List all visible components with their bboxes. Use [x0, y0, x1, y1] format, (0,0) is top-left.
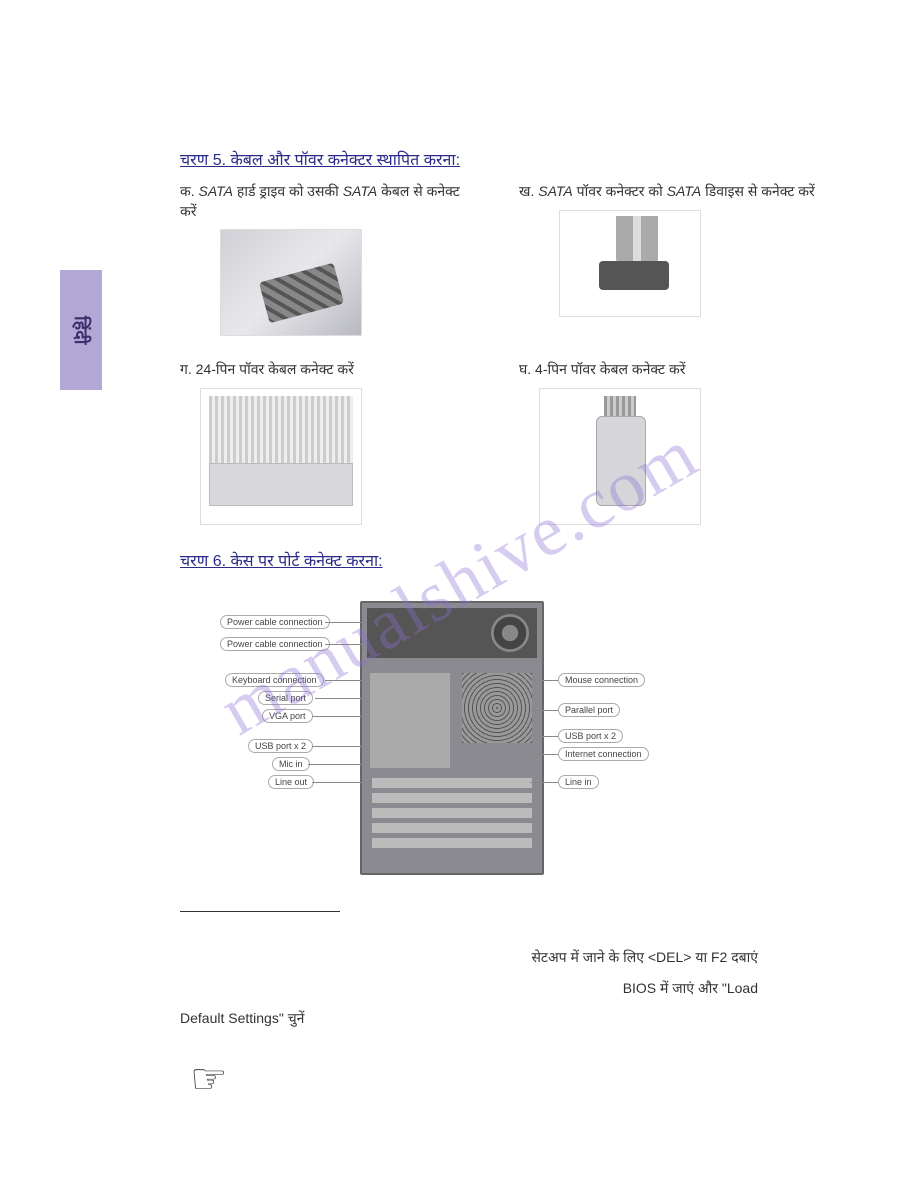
step5-heading: चरण 5. केबल और पॉवर कनेक्टर स्थापित करना…	[180, 148, 818, 170]
chassis-label-left-2: Keyboard connection	[225, 673, 324, 687]
step5b-italic2: SATA	[667, 183, 702, 199]
step5-row2: ग. 24-पिन पॉवर केबल कनेक्ट करें घ. 4-पिन…	[180, 360, 818, 539]
step5b-mid: पॉवर कनेक्टर को	[573, 183, 667, 199]
language-side-tab: हिंदी	[60, 270, 102, 390]
chassis-label-left-6: Mic in	[272, 757, 310, 771]
bottom-line2b: Default Settings" चुनें	[180, 1003, 818, 1034]
chassis-label-left-0: Power cable connection	[220, 615, 330, 629]
chassis-label-left-1: Power cable connection	[220, 637, 330, 651]
step5a-caption: क. SATA हार्ड ड्राइव को उसकी SATA केबल स…	[180, 182, 479, 221]
step5a-mid: हार्ड ड्राइव को उसकी	[233, 183, 343, 199]
chassis-ports-diagram: Power cable connection Power cable conne…	[240, 601, 660, 881]
step5a-italic2: SATA	[343, 183, 378, 199]
pointing-hand-icon: ☞	[190, 1054, 818, 1103]
section-divider	[180, 911, 340, 912]
sata-ports-image	[220, 229, 362, 336]
chassis-label-right-3: Internet connection	[558, 747, 649, 761]
step5b-italic1: SATA	[538, 183, 573, 199]
pin4-cable-image	[539, 388, 701, 525]
step5b-caption: ख. SATA पॉवर कनेक्टर को SATA डिवाइस से क…	[519, 182, 818, 202]
chassis-label-left-3: Serial port	[258, 691, 313, 705]
step6-heading: चरण 6. केस पर पोर्ट कनेक्ट करना:	[180, 549, 818, 571]
step5b-prefix: ख.	[519, 183, 538, 199]
step5c-caption: ग. 24-पिन पॉवर केबल कनेक्ट करें	[180, 360, 479, 380]
chassis-label-right-0: Mouse connection	[558, 673, 645, 687]
step5-row1: क. SATA हार्ड ड्राइव को उसकी SATA केबल स…	[180, 182, 818, 350]
bottom-instructions: सेटअप में जाने के लिए <DEL> या F2 दबाएं …	[180, 942, 818, 1034]
sata-power-connector-image	[559, 210, 701, 317]
step5d-caption: घ. 4-पिन पॉवर केबल कनेक्ट करें	[519, 360, 818, 380]
chassis-label-right-2: USB port x 2	[558, 729, 623, 743]
chassis-label-left-7: Line out	[268, 775, 314, 789]
chassis-label-left-4: VGA port	[262, 709, 313, 723]
chassis-label-right-1: Parallel port	[558, 703, 620, 717]
chassis-label-left-5: USB port x 2	[248, 739, 313, 753]
step5a-prefix: क.	[180, 183, 199, 199]
chassis-label-right-4: Line in	[558, 775, 599, 789]
pin24-cable-image	[200, 388, 362, 525]
bottom-line2a: BIOS में जाएं और "Load	[180, 973, 758, 1004]
step5b-suffix: डिवाइस से कनेक्ट करें	[701, 183, 815, 199]
step5a-italic1: SATA	[199, 183, 234, 199]
bottom-line1: सेटअप में जाने के लिए <DEL> या F2 दबाएं	[180, 942, 758, 973]
